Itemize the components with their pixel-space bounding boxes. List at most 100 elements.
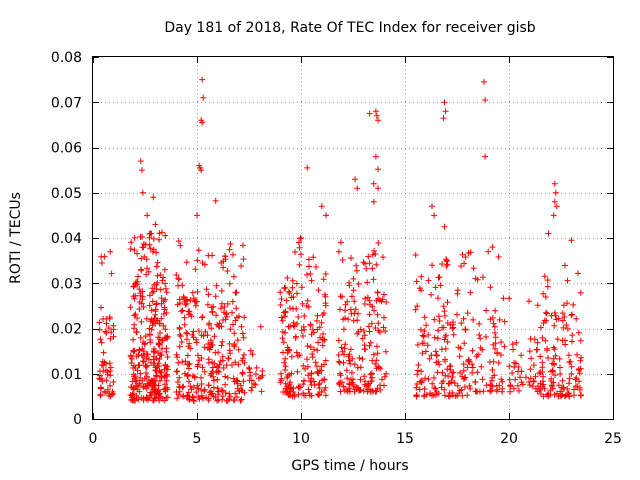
data-point — [288, 353, 295, 360]
data-point — [372, 325, 379, 331]
data-point — [467, 385, 474, 392]
data-point — [434, 352, 440, 359]
data-point — [420, 333, 427, 340]
data-point — [240, 256, 247, 263]
data-point — [304, 297, 311, 304]
data-point — [301, 377, 307, 384]
data-point — [145, 268, 152, 275]
data-point — [490, 341, 497, 348]
data-point — [214, 376, 221, 383]
data-point — [201, 368, 208, 375]
data-point — [357, 364, 364, 371]
data-point — [158, 229, 165, 236]
data-point — [450, 331, 457, 338]
data-point — [383, 299, 390, 306]
data-point — [139, 293, 146, 300]
data-point — [379, 376, 385, 383]
data-point — [537, 353, 544, 360]
data-point — [290, 319, 297, 326]
data-point — [103, 329, 110, 336]
data-point — [506, 295, 513, 302]
data-point — [491, 323, 498, 330]
data-point — [282, 285, 289, 291]
data-point — [227, 393, 234, 400]
data-point — [542, 294, 549, 300]
data-point — [163, 345, 170, 352]
data-point — [194, 212, 200, 219]
data-point — [322, 357, 329, 364]
data-point — [108, 270, 115, 277]
data-point — [370, 180, 377, 187]
data-point — [533, 346, 540, 353]
data-point — [483, 382, 490, 389]
data-point — [205, 291, 212, 298]
data-point — [96, 319, 103, 326]
data-point — [556, 355, 563, 362]
plot-frame — [92, 56, 614, 420]
data-point — [442, 392, 448, 399]
data-point — [227, 241, 234, 247]
data-point — [527, 375, 534, 382]
data-point — [155, 382, 162, 389]
data-point — [162, 232, 169, 239]
data-point — [185, 389, 192, 396]
data-point — [180, 293, 187, 300]
data-point — [441, 336, 448, 343]
data-point — [415, 362, 422, 368]
data-point — [367, 301, 374, 308]
data-point — [540, 320, 547, 326]
data-point — [551, 361, 557, 368]
data-point — [219, 338, 226, 345]
data-point — [578, 354, 585, 361]
data-point — [218, 387, 225, 393]
data-point — [206, 359, 212, 366]
data-point — [148, 359, 154, 366]
data-point — [519, 381, 526, 388]
data-point — [365, 386, 371, 393]
data-point — [440, 303, 447, 310]
data-point — [476, 388, 483, 395]
data-point — [293, 349, 300, 356]
data-point — [142, 340, 148, 347]
data-point — [209, 359, 216, 366]
data-point — [187, 383, 194, 389]
data-point — [157, 330, 163, 336]
data-point — [283, 383, 290, 390]
data-point — [290, 294, 297, 300]
data-point — [307, 344, 314, 350]
data-point — [377, 386, 384, 393]
data-point — [293, 280, 300, 287]
data-point — [298, 327, 305, 334]
data-point — [219, 393, 226, 400]
data-point — [350, 287, 357, 294]
data-point — [173, 389, 180, 395]
data-point — [162, 388, 169, 395]
data-point — [183, 329, 190, 336]
data-point — [292, 333, 299, 340]
data-point — [174, 379, 181, 385]
data-point — [174, 368, 181, 375]
data-point — [225, 355, 232, 362]
data-point — [133, 329, 140, 336]
data-point — [454, 287, 461, 294]
data-point — [458, 386, 465, 393]
data-point — [292, 249, 298, 255]
data-point — [239, 330, 246, 337]
data-point — [239, 370, 246, 377]
data-point — [204, 345, 211, 352]
data-point — [146, 325, 153, 332]
data-point — [136, 299, 143, 306]
data-point — [176, 374, 183, 381]
data-point — [246, 377, 253, 384]
data-point — [537, 324, 544, 331]
data-point — [368, 378, 375, 384]
data-point — [305, 303, 312, 310]
data-point — [436, 318, 443, 324]
data-point — [98, 253, 105, 260]
data-point — [200, 94, 207, 101]
data-point — [222, 390, 229, 396]
data-point — [322, 384, 329, 391]
data-point — [163, 289, 170, 296]
data-point — [151, 348, 158, 355]
data-point — [464, 310, 471, 317]
